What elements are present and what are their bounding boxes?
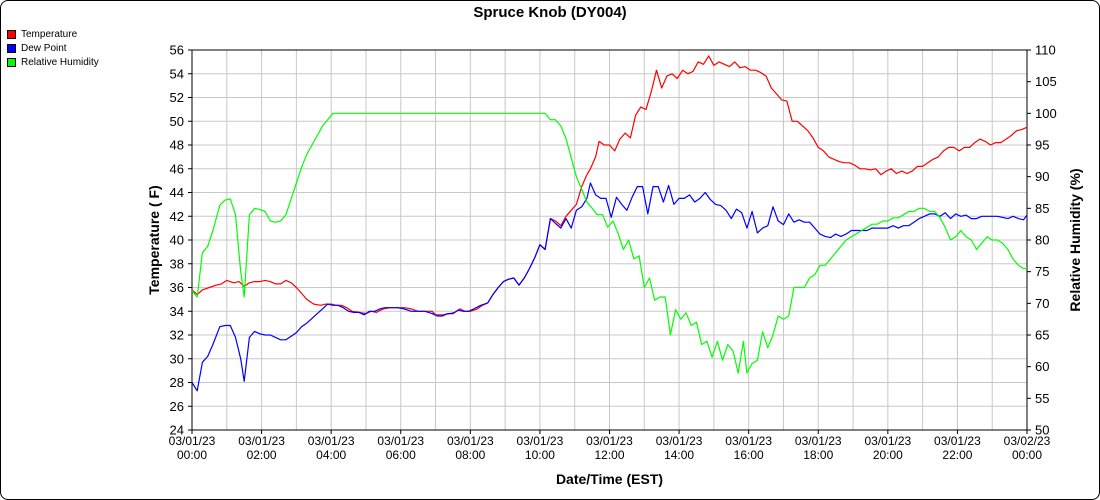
y2-tick-label: 50 xyxy=(1035,423,1049,438)
y2-tick-label: 85 xyxy=(1035,201,1049,216)
legend-label-relative-humidity: Relative Humidity xyxy=(21,56,99,68)
y-tick-label: 48 xyxy=(170,138,184,153)
x-tick-date-label: 03/01/23 xyxy=(656,434,703,448)
y-tick-label: 38 xyxy=(170,256,184,271)
x-tick-time-label: 18:00 xyxy=(803,448,833,462)
legend-label-temperature: Temperature xyxy=(21,28,78,40)
y-tick-label: 56 xyxy=(170,43,184,58)
x-tick-time-label: 00:00 xyxy=(1012,448,1042,462)
y-tick-label: 32 xyxy=(170,328,184,343)
x-tick-time-label: 16:00 xyxy=(734,448,764,462)
chart-legend: Temperature Dew Point Relative Humidity xyxy=(7,27,99,69)
series-line-relative-humidity xyxy=(191,112,1027,374)
x-tick-date-label: 03/01/23 xyxy=(725,434,772,448)
y-tick-label: 24 xyxy=(170,423,184,438)
x-tick-date-label: 03/01/23 xyxy=(447,434,494,448)
x-tick-date-label: 03/01/23 xyxy=(308,434,355,448)
y2-tick-label: 60 xyxy=(1035,359,1049,374)
y2-tick-label: 65 xyxy=(1035,328,1049,343)
x-tick-date-label: 03/01/23 xyxy=(517,434,564,448)
y-tick-label: 36 xyxy=(170,280,184,295)
x-tick-date-label: 03/01/23 xyxy=(934,434,981,448)
legend-label-dew-point: Dew Point xyxy=(21,42,67,54)
x-axis-title: Date/Time (EST) xyxy=(556,471,663,487)
y2-tick-label: 70 xyxy=(1035,296,1049,311)
y-tick-label: 50 xyxy=(170,114,184,129)
y2-tick-label: 80 xyxy=(1035,233,1049,248)
x-tick-date-label: 03/01/23 xyxy=(238,434,285,448)
x-tick-date-label: 03/01/23 xyxy=(864,434,911,448)
y2-tick-label: 95 xyxy=(1035,138,1049,153)
y-tick-label: 30 xyxy=(170,351,184,366)
x-tick-time-label: 12:00 xyxy=(594,448,624,462)
legend-swatch-temperature xyxy=(7,29,16,39)
y2-tick-label: 110 xyxy=(1035,43,1056,58)
y2-tick-label: 55 xyxy=(1035,391,1049,406)
y-tick-label: 46 xyxy=(170,161,184,176)
y-tick-label: 34 xyxy=(170,304,184,319)
x-tick-date-label: 03/02/23 xyxy=(1004,434,1051,448)
y-tick-label: 52 xyxy=(170,90,184,105)
x-tick-time-label: 20:00 xyxy=(873,448,903,462)
legend-item-temperature: Temperature xyxy=(7,27,99,41)
y2-axis-title: Relative Humidity (%) xyxy=(1067,168,1083,311)
x-tick-date-label: 03/01/23 xyxy=(377,434,424,448)
legend-item-dew-point: Dew Point xyxy=(7,41,99,55)
y2-tick-label: 100 xyxy=(1035,106,1057,121)
x-tick-time-label: 04:00 xyxy=(316,448,346,462)
x-tick-time-label: 14:00 xyxy=(664,448,694,462)
x-tick-time-label: 22:00 xyxy=(942,448,972,462)
x-tick-time-label: 08:00 xyxy=(455,448,485,462)
y-tick-label: 44 xyxy=(170,185,184,200)
y-tick-label: 42 xyxy=(170,209,184,224)
y-tick-label: 40 xyxy=(170,233,184,248)
x-tick-time-label: 02:00 xyxy=(247,448,277,462)
series-line-dew-point xyxy=(191,182,1028,392)
x-tick-date-label: 03/01/23 xyxy=(795,434,842,448)
plot-border xyxy=(191,49,1028,431)
y-tick-label: 26 xyxy=(170,399,184,414)
legend-item-relative-humidity: Relative Humidity xyxy=(7,55,99,69)
y2-tick-label: 75 xyxy=(1035,264,1049,279)
x-tick-time-label: 00:00 xyxy=(177,448,207,462)
y-tick-label: 54 xyxy=(170,66,184,81)
x-tick-time-label: 10:00 xyxy=(525,448,555,462)
y2-tick-label: 105 xyxy=(1035,74,1057,89)
legend-swatch-dew-point xyxy=(7,43,16,53)
y-tick-label: 28 xyxy=(170,375,184,390)
chart-title: Spruce Knob (DY004) xyxy=(473,4,627,21)
legend-swatch-relative-humidity xyxy=(7,57,16,67)
x-tick-date-label: 03/01/23 xyxy=(169,434,216,448)
x-tick-date-label: 03/01/23 xyxy=(586,434,633,448)
y2-tick-label: 90 xyxy=(1035,169,1049,184)
y-axis-title: Temperature ( F) xyxy=(146,185,162,294)
x-tick-time-label: 06:00 xyxy=(386,448,416,462)
